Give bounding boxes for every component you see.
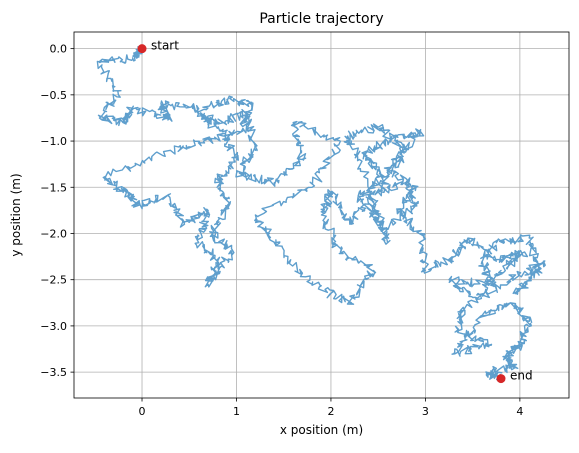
markers: start end bbox=[137, 39, 533, 384]
x-tick: 1 bbox=[233, 398, 240, 418]
x-tick-label: 2 bbox=[327, 405, 334, 418]
trajectory-series bbox=[96, 44, 546, 383]
end-point bbox=[496, 374, 506, 384]
y-tick: −2.0 bbox=[40, 227, 74, 240]
y-axis-ticks: 0.0 −0.5 −1.0 −1.5 −2.0 −2.5 −3.0 −3.5 bbox=[40, 43, 74, 379]
plot-frame bbox=[73, 31, 570, 399]
y-tick: 0.0 bbox=[50, 43, 74, 56]
y-tick: −3.0 bbox=[40, 320, 74, 333]
x-tick: 3 bbox=[422, 398, 429, 418]
y-tick-label: −2.0 bbox=[40, 227, 67, 240]
end-label: end bbox=[510, 369, 533, 383]
y-tick-label: −3.0 bbox=[40, 320, 67, 333]
start-label: start bbox=[151, 39, 179, 53]
chart-title: Particle trajectory bbox=[259, 11, 383, 27]
x-tick-label: 0 bbox=[139, 405, 146, 418]
x-axis-ticks: 0 1 2 3 4 bbox=[139, 398, 523, 418]
y-tick-label: −1.0 bbox=[40, 135, 67, 148]
start-point bbox=[137, 44, 147, 54]
x-tick: 4 bbox=[516, 398, 523, 418]
y-tick: −1.0 bbox=[40, 135, 74, 148]
y-tick: −2.5 bbox=[40, 274, 74, 287]
y-tick-label: −3.5 bbox=[40, 366, 67, 379]
y-tick-label: 0.0 bbox=[50, 43, 68, 56]
trajectory-line bbox=[96, 44, 546, 383]
y-tick: −0.5 bbox=[40, 89, 74, 102]
x-axis-label: x position (m) bbox=[280, 423, 363, 437]
x-tick: 2 bbox=[327, 398, 334, 418]
y-axis-label: y position (m) bbox=[9, 173, 23, 256]
y-tick: −1.5 bbox=[40, 181, 74, 194]
x-tick: 0 bbox=[139, 398, 146, 418]
x-tick-label: 3 bbox=[422, 405, 429, 418]
y-tick: −3.5 bbox=[40, 366, 74, 379]
marker-start: start bbox=[137, 39, 179, 54]
x-tick-label: 1 bbox=[233, 405, 240, 418]
marker-end: end bbox=[496, 369, 533, 384]
y-tick-label: −2.5 bbox=[40, 274, 67, 287]
y-tick-label: −1.5 bbox=[40, 181, 67, 194]
x-tick-label: 4 bbox=[516, 405, 523, 418]
y-tick-label: −0.5 bbox=[40, 89, 67, 102]
